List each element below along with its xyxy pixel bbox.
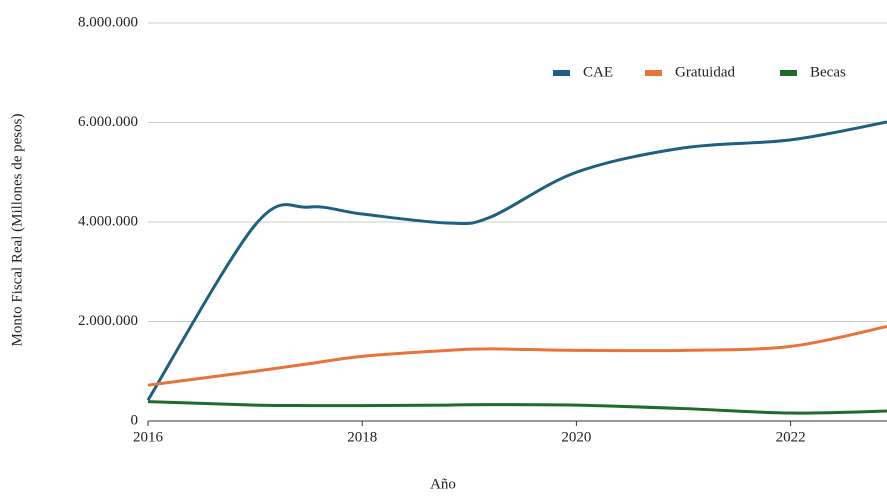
- legend-swatch: [553, 70, 570, 76]
- y-tick-label: 8.000.000: [78, 14, 138, 30]
- y-axis-label: Monto Fiscal Real (Millones de pesos): [9, 114, 25, 347]
- y-tick-label: 2.000.000: [78, 313, 138, 329]
- legend-swatch: [645, 70, 662, 76]
- legend-label: CAE: [583, 64, 613, 80]
- x-axis-label: Año: [430, 476, 456, 492]
- series-line: [146, 120, 887, 401]
- legend-swatch: [780, 70, 797, 76]
- series-line: [147, 400, 887, 415]
- series-line: [147, 325, 887, 387]
- legend-label: Gratuidad: [675, 64, 735, 80]
- x-tick-label: 2020: [561, 429, 591, 445]
- x-tick-label: 2016: [133, 429, 164, 445]
- y-tick-label: 6.000.000: [78, 114, 138, 130]
- x-tick-label: 2022: [776, 429, 806, 445]
- y-tick-label: 4.000.000: [78, 213, 138, 229]
- x-tick-label: 2018: [347, 429, 377, 445]
- legend-label: Becas: [810, 64, 846, 80]
- y-tick-label: 0: [131, 412, 139, 428]
